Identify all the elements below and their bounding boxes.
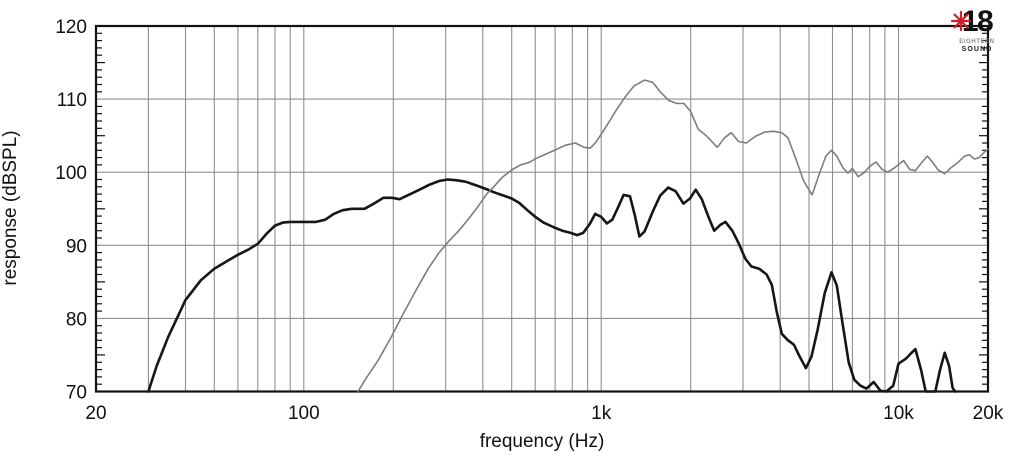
y-tick-label: 80	[66, 309, 87, 330]
y-axis-title: response (dBSPL)	[0, 130, 21, 285]
x-tick-label: 100	[288, 403, 320, 424]
x-tick-label: 1k	[591, 403, 612, 424]
y-tick-label: 120	[55, 17, 87, 38]
brand-logo: 18 EIGHTEEN SOUND	[950, 7, 1004, 53]
x-tick-label: 20k	[973, 403, 1004, 424]
y-tick-label: 110	[57, 90, 87, 111]
y-tick-label: 70	[66, 383, 87, 404]
y-tick-label: 90	[66, 236, 87, 257]
x-tick-label: 10k	[883, 403, 914, 424]
brand-line2: SOUND	[961, 46, 993, 53]
gray-curve	[357, 79, 989, 393]
x-axis-title: frequency (Hz)	[480, 431, 605, 452]
plot-border	[94, 24, 990, 393]
black-curve	[147, 178, 957, 393]
star-icon	[950, 10, 972, 32]
y-tick-label: 100	[55, 163, 87, 184]
x-tick-label: 20	[85, 403, 106, 424]
brand-line1: EIGHTEEN	[959, 39, 995, 45]
